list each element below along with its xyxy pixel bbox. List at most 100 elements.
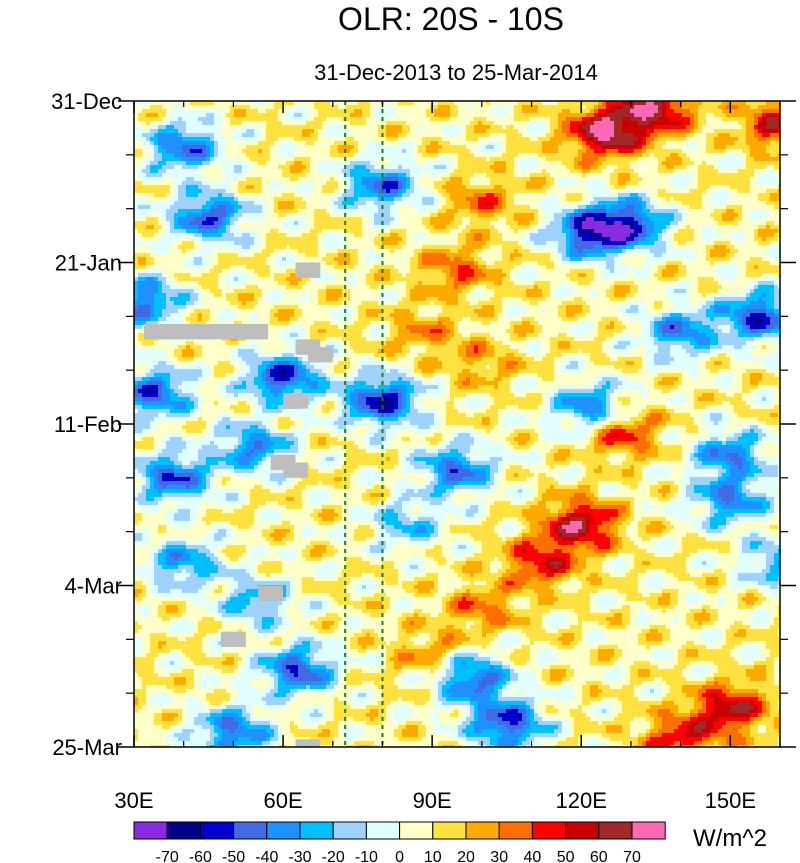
heat-cell xyxy=(270,109,275,114)
heat-cell xyxy=(694,109,699,114)
heat-cell xyxy=(306,117,311,122)
heat-cell xyxy=(306,121,311,126)
heat-cell xyxy=(570,113,575,118)
heat-cell xyxy=(230,121,235,126)
heat-cell xyxy=(522,109,527,114)
heat-cell xyxy=(518,125,523,130)
heat-cell xyxy=(666,109,671,114)
heat-cell xyxy=(706,105,711,110)
heat-cell xyxy=(730,113,735,118)
heat-cell xyxy=(530,129,535,134)
heat-cell xyxy=(650,125,655,130)
heat-cell xyxy=(642,125,647,130)
heat-cell xyxy=(434,109,439,114)
olr-heatmap xyxy=(134,101,783,750)
heat-cell xyxy=(246,105,251,110)
heat-cell xyxy=(594,121,599,126)
heat-cell xyxy=(534,117,539,122)
heat-cell xyxy=(238,121,243,126)
heat-cell xyxy=(246,117,251,122)
heat-cell xyxy=(406,109,411,114)
heat-cell xyxy=(462,129,467,134)
heat-cell xyxy=(586,129,591,134)
heat-cell xyxy=(726,125,731,130)
heat-cell xyxy=(454,109,459,114)
heat-cell xyxy=(762,109,767,114)
heat-cell xyxy=(346,121,351,126)
heat-cell xyxy=(690,105,695,110)
heat-cell xyxy=(682,125,687,130)
heat-cell xyxy=(558,113,563,118)
heat-cell xyxy=(670,113,675,118)
heat-cell xyxy=(282,117,287,122)
heat-cell xyxy=(330,109,335,114)
heat-cell xyxy=(546,129,551,134)
heat-cell xyxy=(622,125,627,130)
heat-cell xyxy=(246,121,251,126)
heat-cell xyxy=(358,109,363,114)
heat-cell xyxy=(426,105,431,110)
heat-cell xyxy=(190,121,195,126)
heat-cell xyxy=(666,105,671,110)
heat-cell xyxy=(690,109,695,114)
heat-cell xyxy=(338,129,343,134)
heat-cell xyxy=(698,125,703,130)
heat-cell xyxy=(234,117,239,122)
heat-cell xyxy=(646,105,651,110)
heat-cell xyxy=(714,117,719,122)
heat-cell xyxy=(302,125,307,130)
heat-cell xyxy=(458,113,463,118)
heat-cell xyxy=(714,109,719,114)
heat-cell xyxy=(634,129,639,134)
heat-cell xyxy=(530,125,535,130)
heat-cell xyxy=(194,125,199,130)
heat-cell xyxy=(338,121,343,126)
heat-cell xyxy=(738,109,743,114)
heat-cell xyxy=(398,117,403,122)
heat-cell xyxy=(394,129,399,134)
heat-cell xyxy=(658,125,663,130)
heat-cell xyxy=(450,121,455,126)
chart-title: OLR: 20S - 10S xyxy=(338,1,564,37)
heat-cell xyxy=(146,113,151,118)
heat-cell xyxy=(274,113,279,118)
heat-cell xyxy=(462,121,467,126)
heat-cell xyxy=(542,121,547,126)
heat-cell xyxy=(770,105,775,110)
heat-cell xyxy=(762,125,767,130)
heat-cell xyxy=(662,125,667,130)
heat-cell xyxy=(362,117,367,122)
heat-cell xyxy=(570,105,575,110)
heat-cell xyxy=(142,121,147,126)
heat-cell xyxy=(534,109,539,114)
heat-cell xyxy=(342,113,347,118)
heat-cell xyxy=(270,129,275,134)
heat-cell xyxy=(634,109,639,114)
heat-cell xyxy=(146,109,151,114)
heat-cell xyxy=(202,125,207,130)
heat-cell xyxy=(314,113,319,118)
heat-cell xyxy=(766,121,771,126)
heat-cell xyxy=(750,121,755,126)
heat-cell xyxy=(610,113,615,118)
heat-cell xyxy=(394,117,399,122)
heat-cell xyxy=(150,129,155,134)
heat-cell xyxy=(270,113,275,118)
heat-cell xyxy=(642,129,647,134)
heat-cell xyxy=(514,109,519,114)
heat-cell xyxy=(442,117,447,122)
heat-cell xyxy=(310,129,315,134)
heat-cell xyxy=(294,129,299,134)
heat-cell xyxy=(538,125,543,130)
heat-cell xyxy=(602,121,607,126)
heat-cell xyxy=(198,129,203,134)
heat-cell xyxy=(290,109,295,114)
heat-cell xyxy=(686,113,691,118)
heat-cell xyxy=(362,129,367,134)
heat-cell xyxy=(762,121,767,126)
heat-cell xyxy=(478,125,483,130)
heat-cell xyxy=(530,109,535,114)
heat-cell xyxy=(350,109,355,114)
heat-cell xyxy=(618,105,623,110)
heat-cell xyxy=(694,121,699,126)
